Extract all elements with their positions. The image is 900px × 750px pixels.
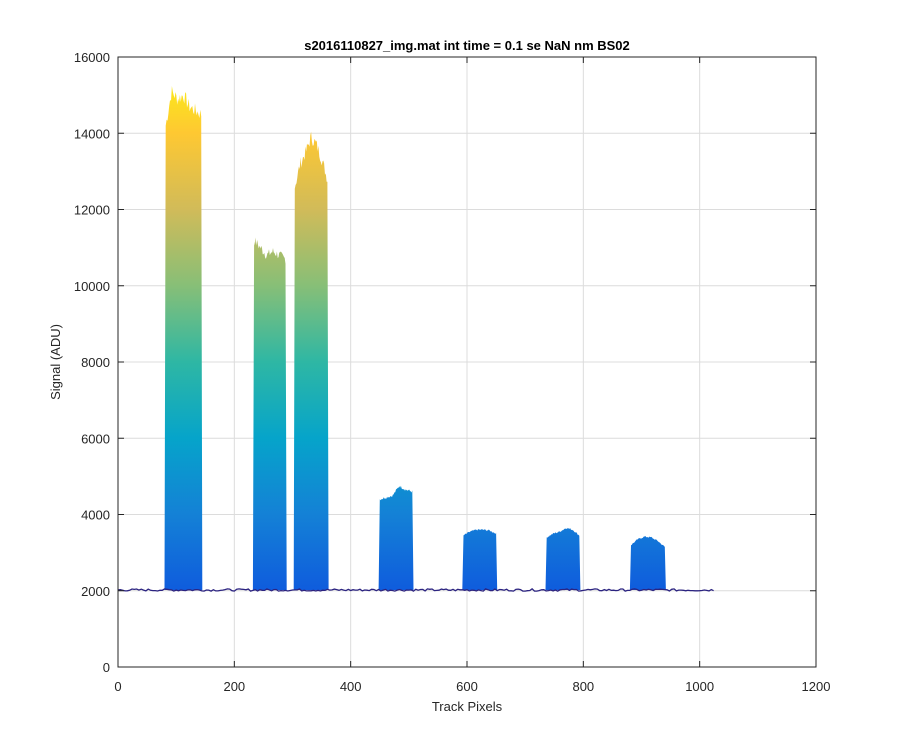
y-tick-label: 4000 [81, 508, 110, 523]
y-tick-label: 8000 [81, 355, 110, 370]
tick-labels: 0 200 400 600 800 1000 12000200040006000800010… [74, 50, 831, 694]
y-tick-label: 2000 [81, 584, 110, 599]
y-axis-label: Signal (ADU) [48, 324, 63, 400]
y-tick-label: 14000 [74, 126, 110, 141]
peak-area-3 [293, 131, 329, 590]
x-tick-label: 1000 [685, 679, 714, 694]
peak-area-2 [252, 237, 287, 590]
x-tick-label: 0 [114, 679, 121, 694]
baseline-trace [117, 587, 714, 592]
grid-lines [118, 57, 816, 667]
x-tick-label: 600 [456, 679, 478, 694]
x-tick-label: 200 [223, 679, 245, 694]
x-axis-label: Track Pixels [432, 699, 503, 714]
y-tick-label: 0 [103, 660, 110, 675]
peak-area-4 [378, 485, 414, 590]
data-series [117, 86, 714, 592]
peak-area-1 [164, 86, 203, 590]
y-tick-label: 6000 [81, 431, 110, 446]
x-tick-label: 800 [572, 679, 594, 694]
chart-title: s2016110827_img.mat int time = 0.1 se Na… [304, 38, 630, 53]
peak-area-6 [545, 527, 581, 590]
y-tick-label: 16000 [74, 50, 110, 65]
x-tick-label: 400 [340, 679, 362, 694]
y-tick-label: 12000 [74, 203, 110, 218]
axes [117, 56, 817, 668]
peak-area-7 [629, 536, 666, 590]
y-tick-label: 10000 [74, 279, 110, 294]
peak-area-5 [462, 528, 498, 590]
x-tick-label: 1200 [802, 679, 831, 694]
